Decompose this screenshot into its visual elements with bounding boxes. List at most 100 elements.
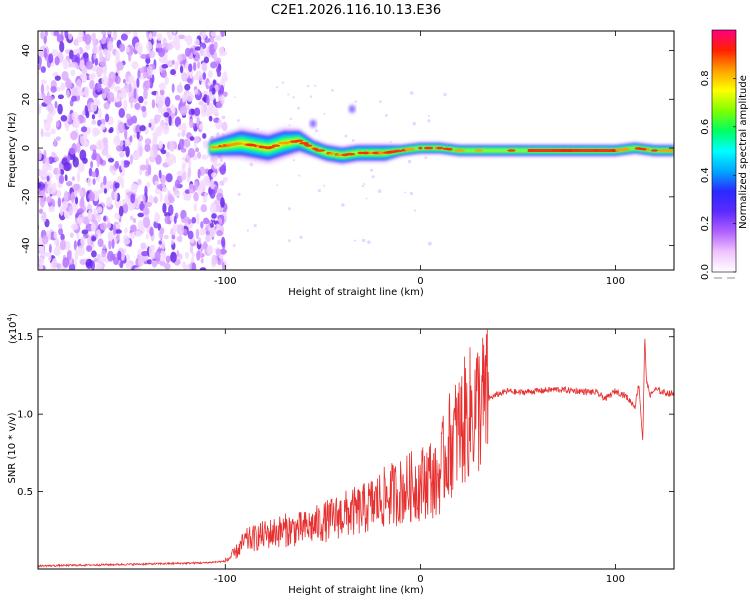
- noise-speckle: [108, 239, 112, 250]
- frequency-ridge: [209, 105, 674, 166]
- x-tick-label: -100: [214, 276, 237, 287]
- noise-speckle: [145, 233, 149, 240]
- noise-speckle: [170, 69, 176, 76]
- noise-speckle: [96, 206, 103, 214]
- noise-speckle: [141, 255, 149, 262]
- noise-speckle: [220, 31, 225, 38]
- noise-speckle: [68, 60, 72, 69]
- noise-speckle: [159, 89, 165, 96]
- noise-speckle: [256, 127, 259, 131]
- noise-speckle: [361, 238, 366, 243]
- noise-speckle: [149, 226, 154, 237]
- ridge-peak: [393, 149, 404, 153]
- noise-speckle: [199, 228, 206, 236]
- ridge-peak: [453, 149, 465, 152]
- noise-speckle: [103, 175, 107, 186]
- noise-speckle: [130, 97, 134, 109]
- ridge-peak: [427, 146, 434, 150]
- noise-speckle: [193, 136, 200, 144]
- noise-speckle: [69, 232, 74, 238]
- noise-speckle: [159, 260, 166, 267]
- noise-speckle: [215, 248, 222, 257]
- noise-speckle: [81, 229, 89, 235]
- noise-speckle: [41, 211, 47, 223]
- noise-speckle: [97, 238, 104, 248]
- noise-speckle: [297, 106, 301, 110]
- noise-speckle: [96, 215, 102, 223]
- noise-speckle: [193, 61, 197, 72]
- noise-speckle: [210, 222, 214, 229]
- noise-speckle: [177, 54, 183, 62]
- noise-speckle: [177, 224, 181, 235]
- noise-speckle: [176, 170, 184, 176]
- noise-speckle: [214, 106, 219, 116]
- snr-frame: [37, 328, 675, 570]
- noise-speckle: [211, 254, 218, 265]
- noise-speckle: [124, 137, 130, 149]
- noise-speckle: [288, 239, 291, 243]
- noise-speckle: [135, 230, 142, 237]
- noise-speckle: [128, 50, 132, 62]
- noise-speckle: [73, 240, 77, 251]
- noise-speckle: [60, 233, 65, 241]
- noise-speckle: [213, 117, 220, 123]
- ridge-peak: [233, 142, 244, 145]
- noise-speckle: [427, 114, 430, 117]
- noise-speckle: [344, 134, 348, 138]
- noise-speckle: [48, 206, 55, 213]
- colorbar-tick-label: 0.4: [700, 167, 711, 183]
- noise-speckle: [33, 137, 36, 148]
- noise-speckle: [187, 147, 196, 158]
- noise-speckle: [99, 123, 106, 131]
- noise-speckle: [137, 212, 144, 218]
- noise-speckle: [146, 259, 152, 265]
- noise-speckle: [188, 159, 192, 168]
- noise-speckle: [220, 100, 225, 104]
- noise-speckle: [76, 217, 83, 223]
- svg-text:(x104): (x104): [6, 313, 19, 344]
- noise-speckle: [68, 33, 73, 40]
- noise-speckle: [205, 234, 211, 242]
- noise-speckle: [90, 160, 94, 169]
- noise-speckle: [96, 139, 104, 151]
- noise-speckle: [116, 144, 124, 152]
- noise-speckle: [216, 162, 222, 168]
- noise-speckle: [208, 103, 215, 114]
- noise-speckle: [145, 56, 151, 65]
- noise-speckle: [93, 191, 100, 202]
- noise-speckle: [74, 202, 78, 214]
- noise-speckle: [207, 70, 213, 78]
- noise-speckle: [43, 47, 47, 59]
- noise-speckle: [38, 256, 45, 266]
- noise-speckle: [371, 175, 375, 179]
- noise-speckle: [424, 156, 428, 160]
- noise-speckle: [56, 263, 61, 270]
- ridge-peak: [507, 149, 516, 152]
- noise-speckle: [365, 197, 368, 200]
- noise-speckle: [162, 37, 167, 48]
- colorbar-tick-label: 0.0: [700, 264, 711, 280]
- noise-speckle: [132, 184, 139, 189]
- noise-speckle: [91, 235, 97, 242]
- noise-speckle: [42, 163, 49, 174]
- noise-speckle: [123, 31, 132, 35]
- colorbar-tick-label: 0.6: [700, 119, 711, 135]
- noise-speckle: [38, 108, 42, 115]
- noise-speckle: [110, 97, 115, 103]
- noise-speckle: [158, 240, 163, 245]
- noise-speckle: [209, 188, 216, 199]
- noise-speckle: [41, 246, 45, 257]
- noise-speckle: [219, 248, 227, 255]
- noise-speckle: [134, 102, 141, 110]
- noise-speckle: [141, 105, 147, 112]
- noise-speckle: [53, 31, 60, 37]
- noise-speckle: [112, 224, 116, 236]
- noise-speckle: [124, 160, 131, 166]
- noise-speckle: [187, 166, 192, 178]
- noise-speckle: [106, 40, 114, 52]
- ridge-peak: [314, 149, 326, 152]
- snr-panel: 0.5 1.0 1.5 -100 0 100 Height of straight li…: [6, 313, 675, 596]
- noise-speckle: [181, 94, 186, 103]
- noise-speckle: [97, 108, 102, 119]
- noise-speckle: [55, 120, 60, 127]
